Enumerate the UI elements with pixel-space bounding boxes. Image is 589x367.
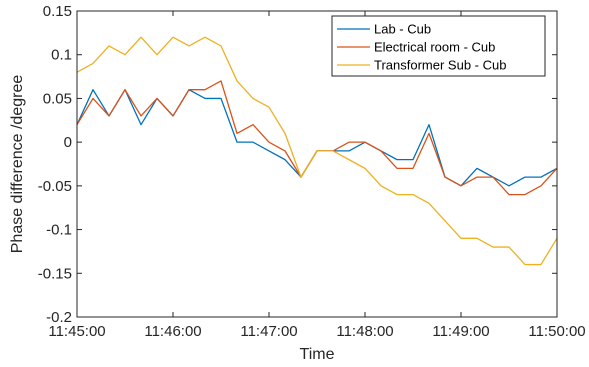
- x-axis-label: Time: [300, 346, 335, 363]
- x-tick-label-5: 11:50:00: [528, 323, 585, 340]
- legend-label-transformer-sub: Transformer Sub - Cub: [374, 58, 506, 73]
- y-tick-label-0: -0.2: [46, 309, 72, 326]
- y-tick-label-4: 0: [64, 134, 72, 151]
- axes-box: [76, 10, 558, 318]
- legend-box: [331, 15, 546, 77]
- y-tick-label-1: -0.15: [38, 265, 72, 282]
- x-tick-label-1: 11:46:00: [144, 323, 201, 340]
- legend-label-lab: Lab - Cub: [374, 22, 431, 37]
- y-tick-label-3: -0.05: [38, 178, 72, 195]
- y-tick-label-6: 0.1: [51, 47, 72, 64]
- legend-label-electrical-room: Electrical room - Cub: [374, 40, 495, 55]
- legend: Lab - Cub Electrical room - Cub Transfor…: [331, 15, 546, 77]
- y-tick-label-5: 0.05: [43, 90, 72, 107]
- x-tick-label-2: 11:47:00: [240, 323, 297, 340]
- y-tick-label-7: 0.15: [43, 3, 72, 20]
- series-line-2: [76, 36, 558, 266]
- y-axis-label: Phase difference /degree: [9, 75, 26, 254]
- x-tick-label-0: 11:45:00: [48, 323, 105, 340]
- y-tick-label-2: -0.1: [46, 222, 72, 239]
- x-tick-label-4: 11:49:00: [432, 323, 489, 340]
- y-tick-layer: -0.2 -0.15 -0.1 -0.05 0 0.05 0.1 0.15: [38, 3, 557, 326]
- x-tick-layer: 11:45:00 11:46:00 11:47:00 11:48:00 11:49:00…: [48, 11, 586, 340]
- series-layer: [76, 36, 558, 266]
- x-tick-label-3: 11:48:00: [336, 323, 393, 340]
